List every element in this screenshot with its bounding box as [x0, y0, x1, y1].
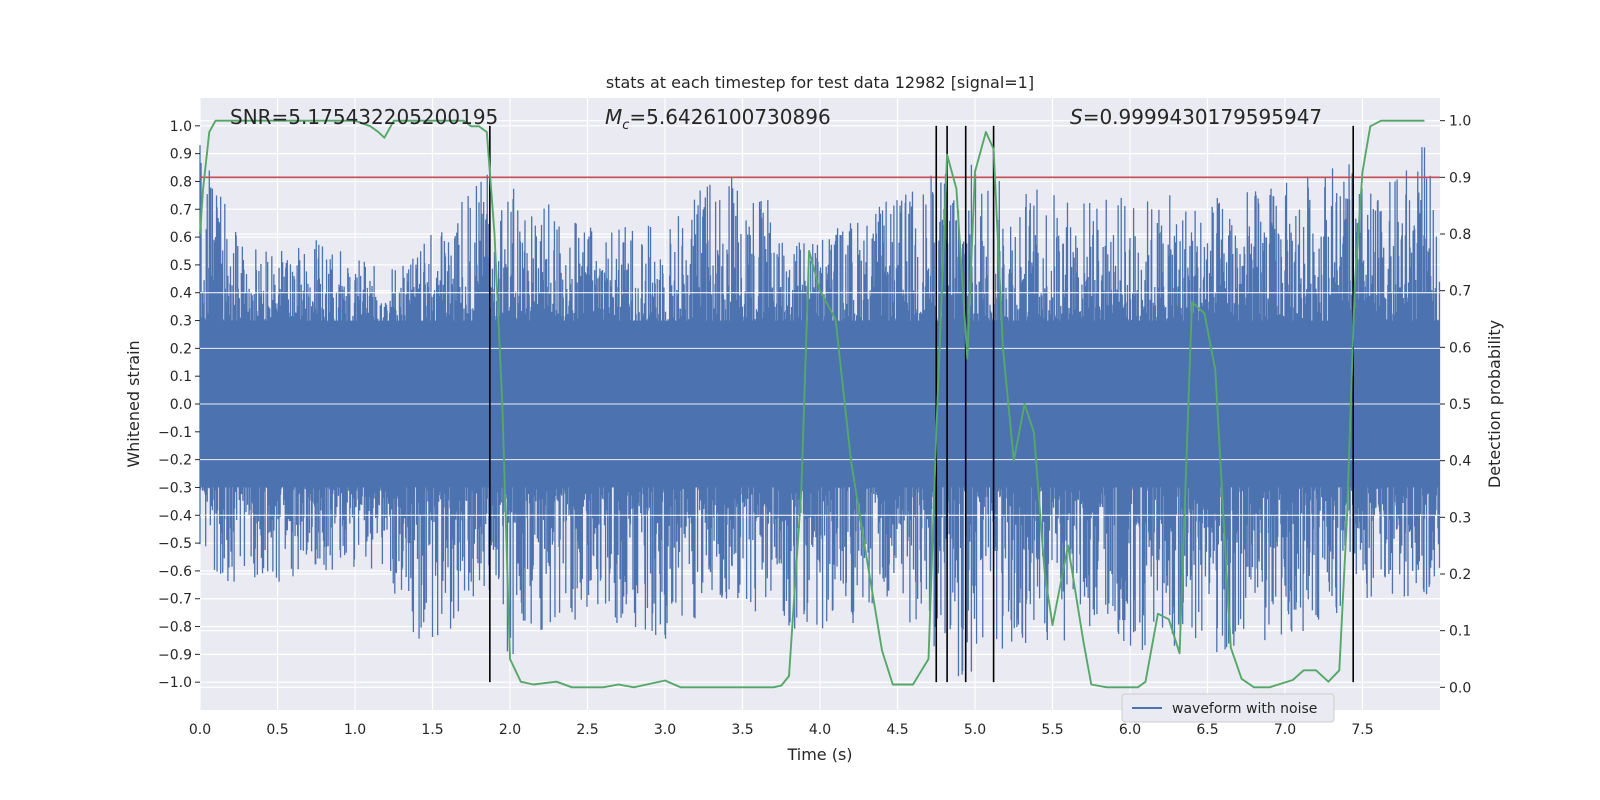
x-axis-label: Time (s) [786, 745, 852, 764]
x-tick-label: 7.5 [1351, 722, 1373, 738]
x-tick-label: 1.0 [344, 722, 366, 738]
x-tick-label: 3.5 [731, 722, 753, 738]
y-tick-label: −1.0 [158, 675, 192, 691]
y-tick-label: 0.5 [170, 258, 192, 274]
detection-probability-line [199, 119, 1425, 689]
right-y-tick-label: 0.2 [1449, 567, 1471, 583]
s-statistic-value: =0.9999430179595947 [1083, 105, 1322, 129]
chart-title: stats at each timestep for test data 129… [606, 73, 1034, 92]
x-tick-label: 4.0 [809, 722, 831, 738]
x-tick-label: 3.0 [654, 722, 676, 738]
detection-probability-series [199, 119, 1425, 689]
y-tick-labels: 1.0 0.9 0.8 0.7 0.6 0.5 0.4 0.3 0.2 0.1 0.0 −0.1 −0.… [158, 119, 200, 691]
x-tick-label: 5.0 [964, 722, 986, 738]
y-tick-label: 0.7 [170, 202, 192, 218]
x-tick-label: 0.5 [266, 722, 288, 738]
legend-box [1121, 693, 1335, 723]
y-tick-label: 0.3 [170, 314, 192, 330]
x-tick-label: 7.0 [1274, 722, 1296, 738]
right-y-tick-label: 1.0 [1449, 114, 1471, 130]
right-y-tick-label: 0.0 [1449, 680, 1471, 696]
chirp-mass-value: =5.6426100730896 [629, 105, 830, 129]
y-tick-label: −0.3 [158, 480, 192, 496]
right-y-tick-label: 0.1 [1449, 624, 1471, 640]
y-tick-label: −0.5 [158, 536, 192, 552]
x-tick-label: 5.5 [1041, 722, 1063, 738]
right-y-axis-label: Detection probability [1485, 320, 1504, 488]
right-y-tick-label: 0.9 [1449, 170, 1471, 186]
x-tick-label: 6.0 [1119, 722, 1141, 738]
x-tick-label: 1.5 [421, 722, 443, 738]
s-statistic-annotation: S=0.9999430179595947 [1070, 105, 1322, 129]
right-y-tick-labels: 1.0 0.9 0.8 0.7 0.6 0.5 0.4 0.3 0.2 0.1 0.0 [1440, 114, 1471, 696]
y-tick-label: −0.8 [158, 620, 192, 636]
s-statistic-symbol: S [1070, 105, 1083, 129]
x-tick-label: 0.0 [189, 722, 211, 738]
legend-label: waveform with noise [1172, 701, 1317, 717]
right-y-tick-label: 0.5 [1449, 397, 1471, 413]
y-tick-label: 0.4 [170, 286, 192, 302]
chirp-mass-subscript: c [622, 118, 629, 133]
y-tick-label: 0.1 [170, 369, 192, 385]
y-tick-label: 0.6 [170, 230, 192, 246]
y-tick-label: 1.0 [170, 119, 192, 135]
y-tick-label: −0.2 [158, 453, 192, 469]
waveform-with-noise-series [199, 145, 1441, 677]
snr-annotation: SNR=5.175432205200195 [230, 105, 498, 129]
x-tick-label: 2.5 [576, 722, 598, 738]
event-vertical-lines [489, 125, 1354, 683]
right-y-tick-label: 0.4 [1449, 454, 1471, 470]
x-tick-label: 4.5 [886, 722, 908, 738]
x-tick-label: 2.0 [499, 722, 521, 738]
x-tick-labels: 0.0 0.5 1.0 1.5 2.0 2.5 3.0 3.5 4.0 4.5 5.0 5.5 6.0 6… [189, 722, 1374, 738]
right-y-tick-label: 0.6 [1449, 340, 1471, 356]
right-y-tick-label: 0.7 [1449, 284, 1471, 300]
right-y-tick-label: 0.8 [1449, 227, 1471, 243]
y-tick-label: 0.0 [170, 397, 192, 413]
y-axis-label: Whitened strain [124, 340, 143, 467]
chirp-mass-symbol: M [605, 105, 622, 129]
legend: waveform with noise [1121, 693, 1335, 723]
y-tick-label: −0.7 [158, 592, 192, 608]
y-tick-label: −0.1 [158, 425, 192, 441]
y-tick-label: 0.8 [170, 174, 192, 190]
y-tick-label: −0.9 [158, 647, 192, 663]
y-tick-label: −0.6 [158, 564, 192, 580]
chirp-mass-annotation: Mc=5.6426100730896 [605, 105, 831, 133]
y-tick-label: 0.9 [170, 147, 192, 163]
x-tick-label: 6.5 [1196, 722, 1218, 738]
y-tick-label: −0.4 [158, 508, 192, 524]
right-y-tick-label: 0.3 [1449, 510, 1471, 526]
y-tick-label: 0.2 [170, 341, 192, 357]
